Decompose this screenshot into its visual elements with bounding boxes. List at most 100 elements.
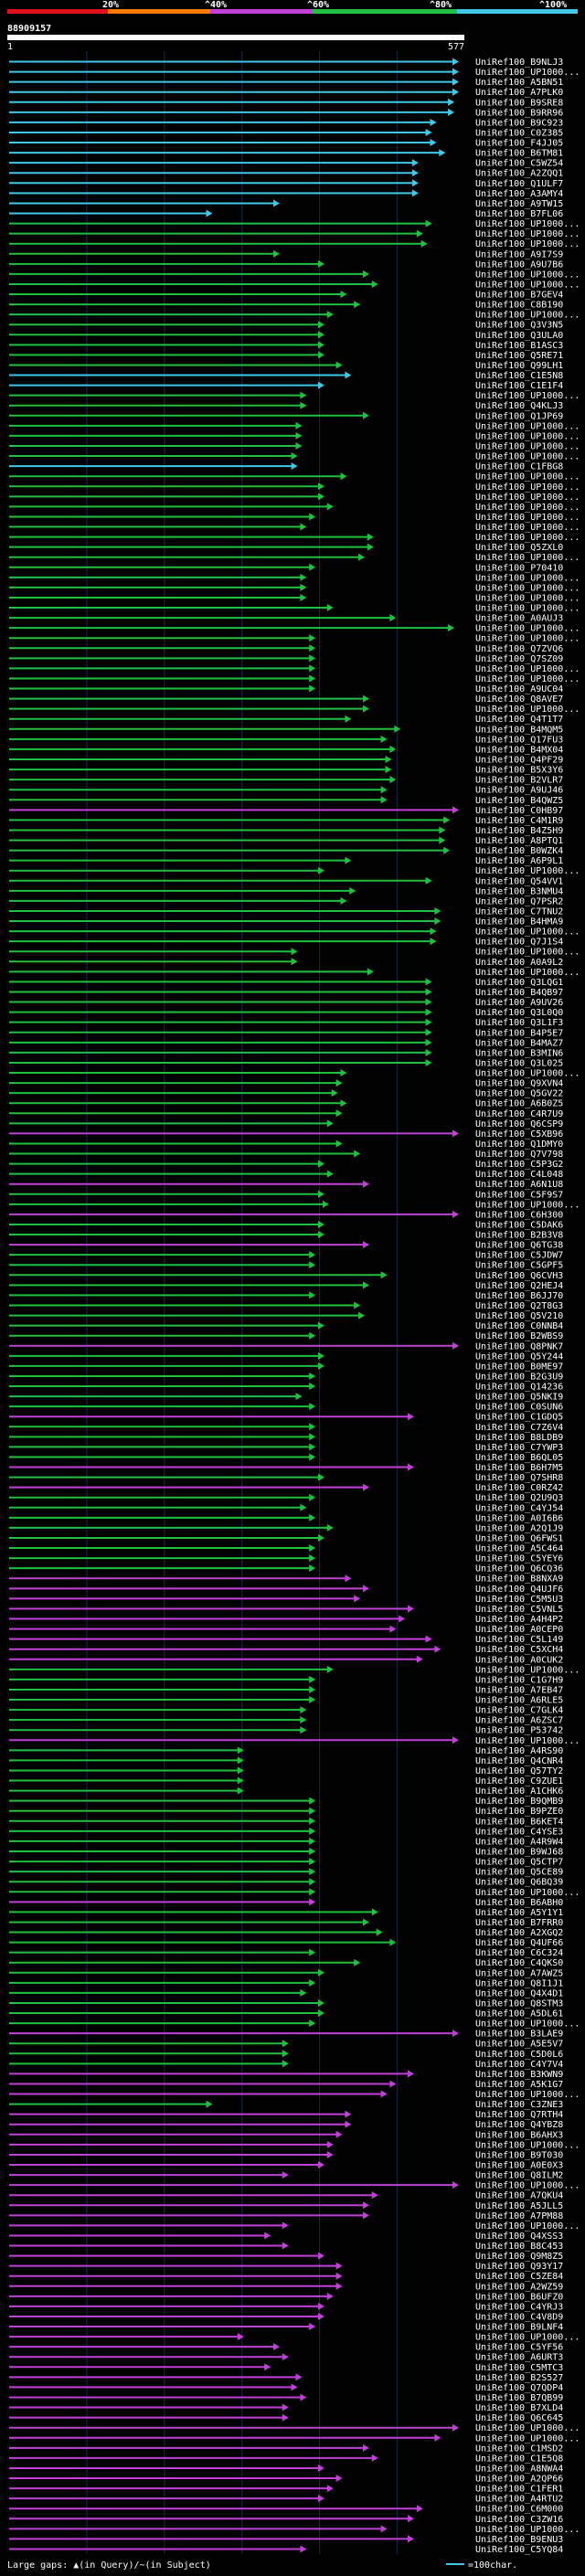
hit-label[interactable]: UniRef100_UP1000... xyxy=(475,948,580,958)
hit-label[interactable]: UniRef100_UP1000... xyxy=(475,523,580,533)
hit-label[interactable]: UniRef100_UP1000... xyxy=(475,533,580,543)
hit-row[interactable]: UniRef100_B6ABH0 xyxy=(9,1898,563,1908)
hit-label[interactable]: UniRef100_C4M1R9 xyxy=(475,816,563,826)
hit-label[interactable]: UniRef100_C8B190 xyxy=(475,301,563,311)
hit-row[interactable]: UniRef100_A9UV26 xyxy=(9,998,563,1008)
hit-row[interactable]: UniRef100_UP1000... xyxy=(9,634,580,644)
hit-label[interactable]: UniRef100_B9WJ68 xyxy=(475,1847,563,1857)
hit-label[interactable]: UniRef100_A0AUJ3 xyxy=(475,614,563,624)
hit-label[interactable]: UniRef100_Q8STM3 xyxy=(475,1998,563,2009)
hit-label[interactable]: UniRef100_Q6BQ39 xyxy=(475,1878,563,1888)
hit-label[interactable]: UniRef100_Q1ULF7 xyxy=(475,179,563,189)
hit-label[interactable]: UniRef100_C1FER1 xyxy=(475,2485,563,2495)
hit-label[interactable]: UniRef100_C5JDW7 xyxy=(475,1251,563,1261)
hit-label[interactable]: UniRef100_C5MTC3 xyxy=(475,2363,563,2373)
hit-label[interactable]: UniRef100_A0E0X3 xyxy=(475,2161,563,2171)
hit-row[interactable]: UniRef100_UP1000... xyxy=(9,593,580,603)
hit-row[interactable]: UniRef100_C5DAK6 xyxy=(9,1220,563,1230)
hit-row[interactable]: UniRef100_F4JJ05 xyxy=(9,139,563,149)
hit-row[interactable]: UniRef100_A0AUJ3 xyxy=(9,614,563,624)
hit-label[interactable]: UniRef100_A9UV26 xyxy=(475,998,563,1008)
hit-label[interactable]: UniRef100_B4QWZ5 xyxy=(475,796,563,806)
hit-row[interactable]: UniRef100_UP1000... xyxy=(9,2140,580,2150)
hit-row[interactable]: UniRef100_C4YSE3 xyxy=(9,1827,563,1837)
hit-row[interactable]: UniRef100_A9UC04 xyxy=(9,684,563,694)
hit-row[interactable]: UniRef100_B4MX04 xyxy=(9,745,563,755)
hit-row[interactable]: UniRef100_B9PZE0 xyxy=(9,1807,563,1817)
hit-row[interactable]: UniRef100_UP1000... xyxy=(9,482,580,493)
hit-label[interactable]: UniRef100_UP1000... xyxy=(475,593,580,603)
hit-label[interactable]: UniRef100_UP1000... xyxy=(475,441,580,451)
hit-label[interactable]: UniRef100_A6B0Z5 xyxy=(475,1099,563,1109)
hit-row[interactable]: UniRef100_A6RLE5 xyxy=(9,1696,563,1706)
hit-label[interactable]: UniRef100_Q1DMY0 xyxy=(475,1140,563,1150)
hit-row[interactable]: UniRef100_B6JJ70 xyxy=(9,1291,563,1301)
hit-row[interactable]: UniRef100_Q14236 xyxy=(9,1383,563,1393)
hit-label[interactable]: UniRef100_C5XCH4 xyxy=(475,1645,563,1655)
hit-row[interactable]: UniRef100_C0SUN6 xyxy=(9,1403,563,1413)
hit-label[interactable]: UniRef100_Q3L1F3 xyxy=(475,1018,563,1028)
hit-row[interactable]: UniRef100_Q7PSR2 xyxy=(9,896,563,906)
hit-row[interactable]: UniRef100_UP1000... xyxy=(9,583,580,593)
hit-row[interactable]: UniRef100_C5F9S7 xyxy=(9,1190,563,1200)
hit-label[interactable]: UniRef100_B4Z5H9 xyxy=(475,826,563,836)
hit-row[interactable]: UniRef100_B1ASC3 xyxy=(9,341,563,351)
hit-label[interactable]: UniRef100_Q7RTH4 xyxy=(475,2110,563,2120)
hit-row[interactable]: UniRef100_Q8PNK7 xyxy=(9,1341,563,1352)
hit-label[interactable]: UniRef100_UP1000... xyxy=(475,968,580,978)
hit-label[interactable]: UniRef100_Q9XVN4 xyxy=(475,1079,563,1089)
hit-row[interactable]: UniRef100_UP1000... xyxy=(9,219,580,229)
hit-label[interactable]: UniRef100_UP1000... xyxy=(475,2090,580,2100)
hit-label[interactable]: UniRef100_B9C923 xyxy=(475,118,563,128)
hit-row[interactable]: UniRef100_C1GDQ5 xyxy=(9,1413,563,1423)
hit-row[interactable]: UniRef100_UP1000... xyxy=(9,1200,580,1210)
hit-label[interactable]: UniRef100_Q3L025 xyxy=(475,1058,563,1068)
hit-row[interactable]: UniRef100_Q6CQ36 xyxy=(9,1564,563,1574)
hit-row[interactable]: UniRef100_Q2U9Q3 xyxy=(9,1493,563,1503)
hit-label[interactable]: UniRef100_A9U7B6 xyxy=(475,260,563,270)
hit-row[interactable]: UniRef100_UP1000... xyxy=(9,2221,580,2231)
hit-label[interactable]: UniRef100_A5E5V7 xyxy=(475,2040,563,2050)
hit-label[interactable]: UniRef100_Q14236 xyxy=(475,1383,563,1393)
hit-label[interactable]: UniRef100_C4YSE3 xyxy=(475,1827,563,1837)
hit-label[interactable]: UniRef100_Q5ZXL0 xyxy=(475,543,563,553)
hit-label[interactable]: UniRef100_A6N1U8 xyxy=(475,1180,563,1190)
hit-row[interactable]: UniRef100_UP1000... xyxy=(9,948,580,958)
hit-row[interactable]: UniRef100_C5ZE84 xyxy=(9,2272,563,2282)
hit-row[interactable]: UniRef100_Q57TY2 xyxy=(9,1766,563,1776)
hit-label[interactable]: UniRef100_Q17FU3 xyxy=(475,735,563,745)
hit-row[interactable]: UniRef100_C9ZUE1 xyxy=(9,1776,563,1786)
hit-row[interactable]: UniRef100_Q3L1F3 xyxy=(9,1018,563,1028)
hit-label[interactable]: UniRef100_A5BN51 xyxy=(475,78,563,88)
hit-row[interactable]: UniRef100_C4R7U9 xyxy=(9,1109,563,1119)
hit-label[interactable]: UniRef100_A4RTU2 xyxy=(475,2495,563,2505)
hit-label[interactable]: UniRef100_C4R7U9 xyxy=(475,1109,563,1119)
hit-row[interactable]: UniRef100_UP1000... xyxy=(9,1736,580,1746)
hit-label[interactable]: UniRef100_C7YWP3 xyxy=(475,1443,563,1453)
hit-label[interactable]: UniRef100_UP1000... xyxy=(475,928,580,938)
hit-label[interactable]: UniRef100_C4Y7V4 xyxy=(475,2060,563,2070)
hit-row[interactable]: UniRef100_Q5Y244 xyxy=(9,1352,563,1362)
hit-row[interactable]: UniRef100_Q8STM3 xyxy=(9,1998,563,2009)
hit-label[interactable]: UniRef100_A5DL61 xyxy=(475,2009,563,2019)
hit-row[interactable]: UniRef100_Q8I1J1 xyxy=(9,1978,563,1988)
hit-label[interactable]: UniRef100_B6QL05 xyxy=(475,1453,563,1463)
hit-label[interactable]: UniRef100_Q4CNR4 xyxy=(475,1756,563,1766)
hit-row[interactable]: UniRef100_A7QKU4 xyxy=(9,2191,563,2201)
hit-label[interactable]: UniRef100_P53742 xyxy=(475,1726,563,1736)
hit-label[interactable]: UniRef100_UP1000... xyxy=(475,705,580,715)
hit-row[interactable]: UniRef100_UP1000... xyxy=(9,513,580,523)
hit-row[interactable]: UniRef100_A2XGQ2 xyxy=(9,1928,563,1938)
hit-row[interactable]: UniRef100_A4R9W4 xyxy=(9,1837,563,1847)
hit-label[interactable]: UniRef100_Q6CSP9 xyxy=(475,1119,563,1129)
hit-row[interactable]: UniRef100_UP1000... xyxy=(9,2019,580,2030)
hit-row[interactable]: UniRef100_C5WZ54 xyxy=(9,159,563,169)
hit-row[interactable]: UniRef100_B3NMU4 xyxy=(9,886,563,896)
hit-row[interactable]: UniRef100_B2G3U9 xyxy=(9,1372,563,1382)
hit-label[interactable]: UniRef100_UP1000... xyxy=(475,68,580,78)
hit-label[interactable]: UniRef100_C4V8D9 xyxy=(475,2312,563,2322)
hit-row[interactable]: UniRef100_Q5RE71 xyxy=(9,351,563,361)
hit-label[interactable]: UniRef100_B0ME97 xyxy=(475,1362,563,1372)
hit-label[interactable]: UniRef100_B1ASC3 xyxy=(475,341,563,351)
hit-label[interactable]: UniRef100_C5YEY6 xyxy=(475,1554,563,1564)
